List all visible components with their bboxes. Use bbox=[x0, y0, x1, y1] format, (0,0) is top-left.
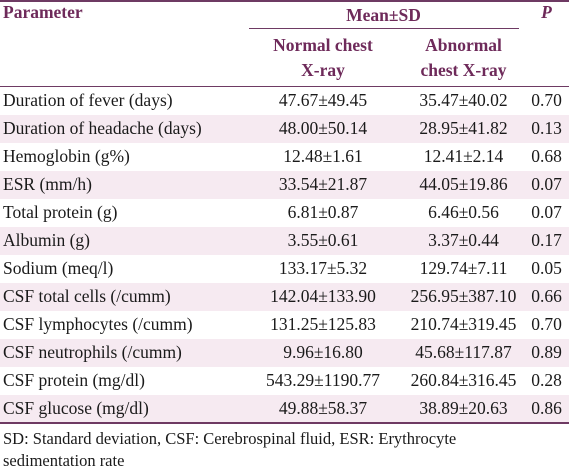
footnote-line-1: SD: Standard deviation, CSF: Cerebrospin… bbox=[3, 428, 457, 448]
header-mean-sd-label: Mean±SD bbox=[248, 5, 519, 29]
cell-normal-value: 9.96±16.80 bbox=[283, 342, 363, 362]
table-row: Total protein (g) 6.81±0.87 6.46±0.56 0.07 bbox=[0, 199, 569, 227]
header-mean-sd: Mean±SD bbox=[243, 0, 524, 32]
cell-normal-value: 142.04±133.90 bbox=[270, 286, 376, 306]
cell-p-value: 0.28 bbox=[531, 370, 562, 390]
cell-p-value: 0.86 bbox=[524, 394, 569, 424]
cell-abnormal-value: 256.95±387.10 bbox=[410, 286, 517, 306]
cell-parameter: Albumin (g) bbox=[3, 230, 91, 250]
cell-abnormal-value: 260.84±316.45 bbox=[410, 370, 517, 390]
cell-parameter: Total protein (g) bbox=[3, 202, 118, 222]
cell-abnormal-value: 12.41±2.14 bbox=[423, 146, 504, 166]
header-normal-line1: Normal chest bbox=[273, 35, 373, 55]
cell-normal-value: 133.17±5.32 bbox=[278, 258, 368, 278]
cell-parameter: Hemoglobin (g%) bbox=[3, 146, 130, 166]
cell-normal-value: 3.55±0.61 bbox=[287, 230, 359, 250]
table-row: Duration of headache (days) 48.00±50.14 28… bbox=[0, 114, 569, 143]
cell-p-value: 0.70 bbox=[531, 314, 562, 334]
header-abnormal-line2: chest X-ray bbox=[420, 60, 507, 80]
table-row: Albumin (g) 3.55±0.61 3.37±0.44 0.17 bbox=[0, 226, 569, 255]
table-row: CSF neutrophils (/cumm) 9.96±16.80 45.68±1… bbox=[0, 338, 569, 367]
cell-normal-value: 6.81±0.87 bbox=[287, 202, 359, 222]
cell-normal-value: 48.00±50.14 bbox=[278, 118, 368, 138]
cell-parameter: CSF total cells (/cumm) bbox=[3, 286, 171, 306]
cell-p-value: 0.17 bbox=[531, 230, 562, 250]
header-normal-chest-xray: Normal chest X-ray bbox=[243, 32, 403, 87]
table-row: Sodium (meq/l) 133.17±5.32 129.74±7.11 0.05 bbox=[0, 255, 569, 283]
cell-parameter: Duration of headache (days) bbox=[3, 118, 202, 138]
cell-abnormal-value: 210.74±319.45 bbox=[410, 314, 517, 334]
cell-normal-value: 49.88±58.37 bbox=[243, 394, 403, 424]
table-header: Parameter Mean±SD P Normal chest X-ray A… bbox=[0, 0, 569, 87]
cell-parameter: CSF protein (mg/dl) bbox=[3, 370, 145, 390]
header-abnormal-line1: Abnormal bbox=[425, 35, 502, 55]
cell-abnormal-value: 28.95±41.82 bbox=[419, 118, 508, 138]
header-row-sub: Normal chest X-ray Abnormal chest X-ray bbox=[0, 32, 569, 87]
table-body: Duration of fever (days) 47.67±49.45 35.47… bbox=[0, 87, 569, 424]
cell-parameter: CSF lymphocytes (/cumm) bbox=[3, 314, 193, 334]
cell-parameter: ESR (mm/h) bbox=[3, 174, 92, 194]
cell-parameter: Duration of fever (days) bbox=[3, 90, 173, 111]
cell-p-value: 0.70 bbox=[531, 90, 562, 111]
table-footnote: SD: Standard deviation, CSF: Cerebrospin… bbox=[0, 424, 569, 472]
cell-normal-value: 131.25±125.83 bbox=[270, 314, 376, 334]
header-row-top: Parameter Mean±SD P bbox=[0, 0, 569, 87]
table-row: Hemoglobin (g%) 12.48±1.61 12.41±2.14 0.68 bbox=[0, 143, 569, 171]
cell-p-value: 0.66 bbox=[531, 286, 562, 306]
cell-abnormal-value: 44.05±19.86 bbox=[419, 174, 508, 194]
cell-normal-value: 33.54±21.87 bbox=[278, 174, 368, 194]
cell-parameter: CSF neutrophils (/cumm) bbox=[3, 342, 182, 362]
header-normal-line2: X-ray bbox=[301, 60, 345, 80]
cell-abnormal-value: 3.37±0.44 bbox=[428, 230, 499, 250]
cell-abnormal-value: 45.68±117.87 bbox=[415, 342, 512, 362]
data-table: Parameter Mean±SD P Normal chest X-ray A… bbox=[0, 0, 569, 424]
cell-p-value: 0.68 bbox=[531, 146, 562, 166]
cell-normal-value: 47.67±49.45 bbox=[278, 90, 368, 111]
cell-abnormal-value: 38.89±20.63 bbox=[403, 394, 524, 424]
table-row: CSF glucose (mg/dl) 49.88±58.37 38.89±20.6… bbox=[0, 394, 569, 424]
cell-parameter: CSF glucose (mg/dl) bbox=[0, 394, 243, 424]
header-parameter: Parameter bbox=[0, 0, 243, 87]
table-row: ESR (mm/h) 33.54±21.87 44.05±19.86 0.07 bbox=[0, 170, 569, 199]
cell-p-value: 0.05 bbox=[531, 258, 562, 278]
table-row: CSF total cells (/cumm) 142.04±133.90 256.… bbox=[0, 282, 569, 311]
table-row: CSF protein (mg/dl) 543.29±1190.77 260.84±… bbox=[0, 367, 569, 395]
header-abnormal-chest-xray: Abnormal chest X-ray bbox=[403, 32, 524, 87]
cell-p-value: 0.13 bbox=[531, 118, 562, 138]
cell-normal-value: 12.48±1.61 bbox=[283, 146, 363, 166]
cell-p-value: 0.89 bbox=[531, 342, 562, 362]
cell-normal-value: 543.29±1190.77 bbox=[266, 370, 380, 390]
cell-abnormal-value: 35.47±40.02 bbox=[419, 90, 508, 111]
cell-parameter: Sodium (meq/l) bbox=[3, 258, 114, 278]
cell-p-value: 0.07 bbox=[531, 174, 562, 194]
cell-p-value: 0.07 bbox=[531, 202, 562, 222]
table-row: CSF lymphocytes (/cumm) 131.25±125.83 210.… bbox=[0, 311, 569, 339]
table-row: Duration of fever (days) 47.67±49.45 35.47… bbox=[0, 87, 569, 115]
cell-abnormal-value: 129.74±7.11 bbox=[419, 258, 508, 278]
header-p-value: P bbox=[524, 0, 569, 87]
cell-abnormal-value: 6.46±0.56 bbox=[428, 202, 499, 222]
